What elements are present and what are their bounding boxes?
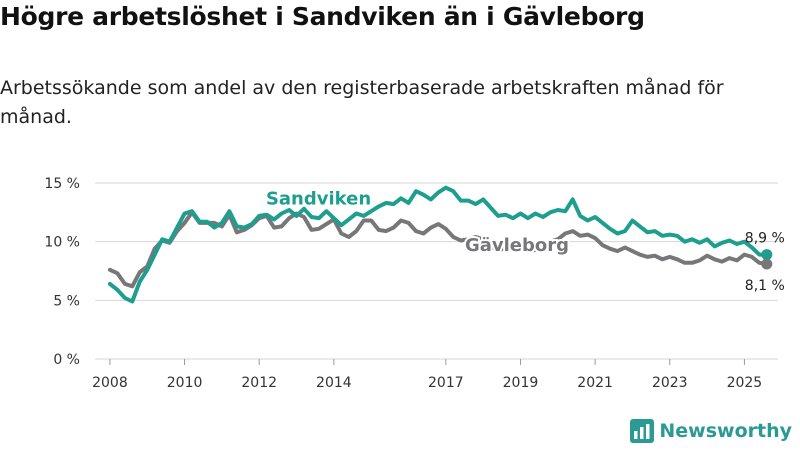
x-tick-label: 2017 [428, 375, 464, 390]
line-chart: 0 % 5 % 10 % 15 % 2008 2010 2012 2014 2017 2019 20… [44, 176, 785, 390]
y-tick-label: 5 % [53, 293, 80, 309]
x-tick-label: 2019 [503, 375, 539, 390]
end-value-label-sandviken: 8,9 % [745, 231, 785, 247]
series-line-sandviken [107, 185, 769, 304]
end-point-gävleborg [761, 258, 773, 270]
end-value-label-gävleborg: 8,1 % [745, 278, 785, 294]
x-tick-label: 2023 [652, 375, 688, 390]
x-tick-label: 2021 [577, 375, 613, 390]
x-tick-label: 2025 [727, 375, 763, 390]
x-tick-label: 2010 [167, 375, 203, 390]
brand-name: Newsworthy [659, 420, 792, 442]
x-tick-label: 2012 [241, 375, 277, 390]
y-tick-label: 10 % [44, 235, 80, 251]
x-tick-label: 2014 [316, 375, 352, 390]
y-tick-label: 0 % [53, 352, 80, 368]
y-tick-label: 15 % [44, 176, 80, 192]
newsworthy-logo: Newsworthy [630, 419, 792, 443]
series-label-gävleborg: Gävleborg [465, 235, 569, 256]
chart-title: Högre arbetslöshet i Sandviken än i Gävl… [0, 2, 645, 31]
series-label-sandviken: Sandviken [266, 188, 371, 209]
chart-subtitle: Arbetssökande som andel av den registerb… [0, 77, 724, 128]
end-point-sandviken [761, 249, 773, 261]
x-tick-label: 2008 [92, 375, 128, 390]
bar-chart-icon [630, 419, 655, 443]
